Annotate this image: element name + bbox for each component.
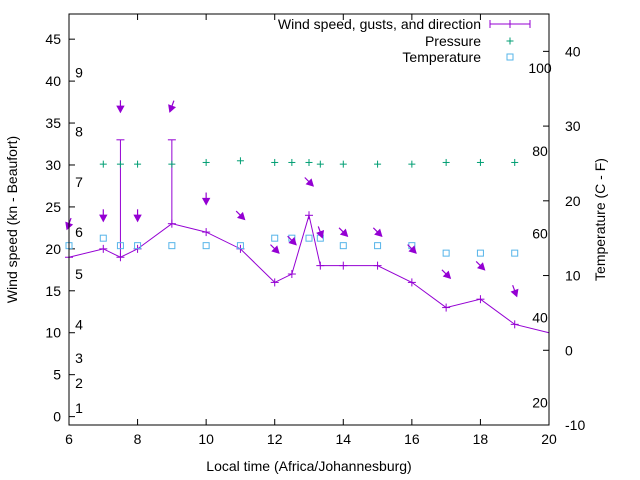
wind-arrow-head [339, 228, 349, 238]
y2-tick-label: 0 [565, 342, 573, 358]
fahrenheit-label: 100 [528, 60, 552, 76]
legend-entry-wind: Wind speed, gusts, and direction [278, 16, 481, 32]
y-tick-label: 15 [45, 283, 61, 299]
temperature-point [339, 242, 347, 250]
x-tick-label: 14 [335, 431, 351, 447]
beaufort-label: 5 [75, 266, 83, 282]
y2-tick-label: -10 [565, 417, 585, 433]
beaufort-label: 3 [75, 350, 83, 366]
temperature-point [305, 234, 313, 242]
x-tick-label: 10 [198, 431, 214, 447]
x-tick-label: 16 [404, 431, 420, 447]
wind-arrow-head [288, 237, 297, 246]
legend-entry-temperature: Temperature [402, 49, 481, 65]
beaufort-label: 7 [75, 174, 83, 190]
beaufort-label: 9 [75, 65, 83, 81]
wind-arrow-head [99, 214, 108, 223]
x-axis-title: Local time (Africa/Johannesburg) [206, 458, 411, 474]
y2-axis-title: Temperature (C - F) [592, 158, 608, 281]
y2-tick-label: 40 [565, 43, 581, 59]
wind-arrow-head [442, 270, 452, 280]
wind-arrow-head [477, 262, 486, 271]
legend-sample-temperature [506, 53, 514, 61]
beaufort-label: 6 [75, 224, 83, 240]
beaufort-label: 1 [75, 400, 83, 416]
temperature-point [168, 242, 176, 250]
legend-entry-pressure: Pressure [425, 33, 481, 49]
fahrenheit-scale: 20 40 60 80 100 [528, 60, 552, 411]
y-tick-label: 20 [45, 241, 61, 257]
y-tick-label: 10 [45, 325, 61, 341]
x-tick-label: 12 [267, 431, 283, 447]
wind-arrow-head [237, 211, 246, 221]
fahrenheit-label: 40 [532, 309, 548, 325]
beaufort-scale: 1 2 3 4 5 6 7 8 9 [75, 65, 83, 417]
axis-ticks [68, 14, 550, 426]
y2-tick-label: 30 [565, 118, 581, 134]
fahrenheit-label: 80 [532, 143, 548, 159]
temperature-point [134, 242, 142, 250]
y-tick-label: 5 [53, 367, 61, 383]
y-tick-label: 0 [53, 409, 61, 425]
y-tick-label: 35 [45, 115, 61, 131]
wind-arrow-head [305, 178, 314, 187]
y-tick-label: 25 [45, 199, 61, 215]
x-tick-label: 8 [134, 431, 142, 447]
temperature-point [202, 242, 210, 250]
wind-arrow-head [201, 197, 211, 206]
wind-arrow-head [133, 214, 142, 223]
temperature-point [236, 242, 244, 250]
beaufort-label: 4 [75, 316, 83, 332]
y-axis-title: Wind speed (kn - Beaufort) [4, 136, 20, 303]
fahrenheit-label: 20 [532, 395, 548, 411]
wind-arrow-head [116, 105, 125, 114]
wind-direction-arrows [65, 100, 519, 298]
temperature-point [99, 234, 107, 242]
temperature-point [374, 242, 382, 250]
fahrenheit-label: 60 [532, 226, 548, 242]
chart-series [65, 139, 550, 334]
beaufort-label: 2 [75, 375, 83, 391]
legend: Wind speed, gusts, and direction Pressur… [278, 16, 531, 65]
y2-tick-label: 20 [565, 193, 581, 209]
y-tick-label: 45 [45, 31, 61, 47]
temperature-point [271, 234, 279, 242]
x-tick-label: 20 [541, 431, 557, 447]
x-tick-label: 6 [65, 431, 73, 447]
wind-arrow-head [374, 228, 383, 238]
y-tick-label: 40 [45, 73, 61, 89]
temperature-point [442, 249, 450, 257]
temperature-point [511, 249, 519, 257]
temperature-point [476, 249, 484, 257]
wind-arrow-head [316, 230, 325, 239]
wind-arrow-head [408, 245, 417, 254]
tick-labels: 6 8 10 12 14 16 18 20051015202530354045-1001020… [45, 31, 585, 447]
wind-arrow-head [271, 245, 280, 254]
y-tick-label: 30 [45, 157, 61, 173]
plot-frame [68, 13, 550, 426]
wind-arrow-head [510, 288, 519, 298]
wind-speed-line [68, 215, 550, 334]
y2-tick-label: 10 [565, 268, 581, 284]
beaufort-label: 8 [75, 123, 83, 139]
wind-arrow-head [168, 104, 177, 113]
temperature-point [116, 242, 124, 250]
x-tick-label: 18 [473, 431, 489, 447]
